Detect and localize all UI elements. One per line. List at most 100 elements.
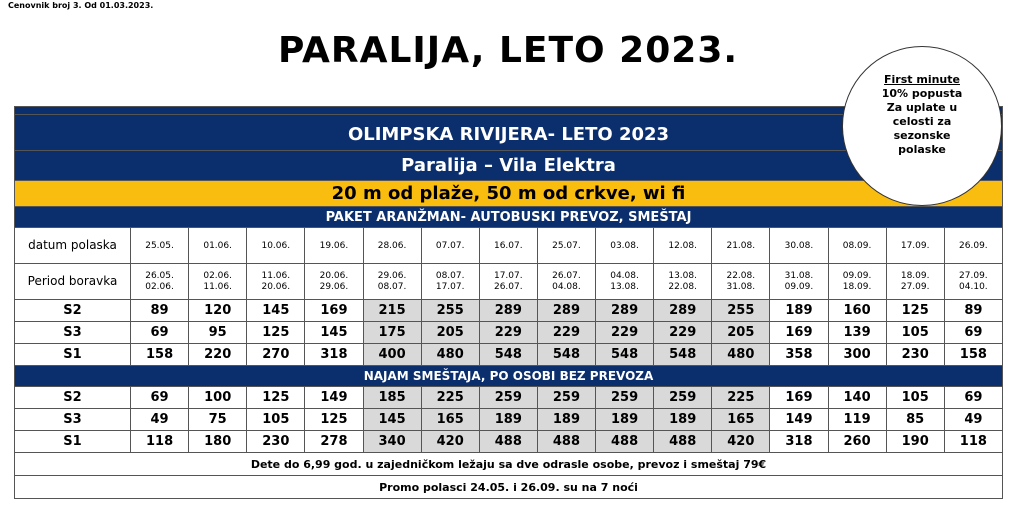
period-from: 31.08.	[784, 270, 814, 281]
price-table: datum polaska 25.05. 01.06. 10.06. 19.06. 28.…	[14, 227, 1004, 499]
period-range: 22.08. 31.08.	[711, 263, 771, 300]
departure-date: 30.08.	[769, 227, 829, 264]
rental-price-cell: 259	[594, 386, 655, 409]
rental-price-cell: 69	[943, 386, 1004, 409]
package-price-cell: 158	[943, 343, 1004, 366]
period-to: 02.06.	[145, 281, 174, 292]
period-to: 04.10.	[959, 281, 988, 292]
period-from: 11.06.	[261, 270, 291, 281]
rental-price-cell: 259	[536, 386, 597, 409]
period-to: 17.07.	[435, 281, 465, 292]
package-price-cell: 289	[536, 299, 597, 322]
package-price-cell: 289	[653, 299, 713, 322]
package-price-cell: 548	[478, 343, 538, 366]
departure-date: 28.06.	[362, 227, 422, 264]
package-price-cell: 255	[711, 299, 771, 322]
package-price-cell: 169	[304, 299, 364, 322]
period-from: 22.08.	[726, 270, 756, 281]
promo-line: polaske	[898, 143, 946, 156]
package-price-cell: 480	[711, 343, 771, 366]
package-heading: PAKET ARANŽMAN- AUTOBUSKI PREVOZ, SMEŠTA…	[14, 206, 1003, 227]
departure-date: 10.06.	[246, 227, 306, 264]
package-price-cell: 255	[420, 299, 480, 322]
rental-price-cell: 259	[653, 386, 713, 409]
room-type-label: S2	[14, 299, 131, 322]
rental-price-row: S3 49 75 105 125 145 165 189 189 189 189 165 149 119 8…	[14, 408, 1004, 431]
package-price-row: S2 89 120 145 169 215 255 289 289 289 289 255 189 160…	[14, 299, 1004, 322]
package-price-cell: 125	[246, 321, 306, 344]
room-type-label: S2	[14, 386, 131, 409]
package-price-cell: 229	[536, 321, 597, 344]
rental-price-cell: 190	[885, 430, 945, 453]
package-price-row: S3 69 95 125 145 175 205 229 229 229 229 205 169 139 1…	[14, 321, 1004, 344]
period-to: 20.06.	[261, 281, 291, 292]
package-price-row: S1 158 220 270 318 400 480 548 548 548 548 480 358 30…	[14, 343, 1004, 366]
period-range: 04.08. 13.08.	[594, 263, 655, 300]
period-from: 26.07.	[552, 270, 581, 281]
rental-heading: NAJAM SMEŠTAJA, PO OSOBI BEZ PREVOZA	[14, 365, 1003, 387]
package-price-cell: 229	[594, 321, 655, 344]
room-type-label: S1	[14, 343, 131, 366]
price-table-container: OLIMPSKA RIVIJERA- LETO 2023 Paralija – …	[14, 106, 1004, 499]
package-price-cell: 160	[827, 299, 887, 322]
package-price-cell: 145	[304, 321, 364, 344]
rental-price-cell: 125	[304, 408, 364, 431]
promo-title: First minute	[884, 73, 960, 86]
period-from: 29.06.	[377, 270, 407, 281]
rental-price-cell: 278	[304, 430, 364, 453]
package-price-cell: 300	[827, 343, 887, 366]
period-label: Period boravka	[14, 263, 131, 300]
rental-price-cell: 225	[420, 386, 480, 409]
departure-date: 25.05.	[129, 227, 190, 264]
package-price-cell: 69	[943, 321, 1004, 344]
package-price-cell: 548	[536, 343, 597, 366]
period-from: 17.07.	[493, 270, 523, 281]
period-range: 31.08. 09.09.	[769, 263, 829, 300]
period-from: 08.07.	[435, 270, 465, 281]
rental-price-cell: 420	[420, 430, 480, 453]
rental-price-cell: 488	[653, 430, 713, 453]
rental-price-cell: 69	[129, 386, 190, 409]
rental-price-cell: 420	[711, 430, 771, 453]
period-to: 31.08.	[726, 281, 756, 292]
package-price-cell: 270	[246, 343, 306, 366]
rental-price-cell: 169	[769, 386, 829, 409]
departure-row: datum polaska 25.05. 01.06. 10.06. 19.06. 28.…	[14, 227, 1004, 264]
rental-price-cell: 149	[304, 386, 364, 409]
period-range: 26.07. 04.08.	[536, 263, 597, 300]
pricelist-number: Cenovnik broj 3. Od 01.03.2023.	[8, 1, 154, 10]
period-to: 09.09.	[784, 281, 814, 292]
package-price-cell: 230	[885, 343, 945, 366]
rental-price-cell: 105	[246, 408, 306, 431]
period-from: 04.08.	[610, 270, 639, 281]
period-from: 26.05.	[145, 270, 174, 281]
period-range: 26.05. 02.06.	[129, 263, 190, 300]
page-title: PARALIJA, LETO 2023.	[277, 30, 739, 71]
period-from: 20.06.	[319, 270, 349, 281]
period-range: 18.09. 27.09.	[885, 263, 945, 300]
period-range: 20.06. 29.06.	[304, 263, 364, 300]
features-banner: 20 m od plaže, 50 m od crkve, wi fi	[14, 180, 1003, 206]
period-from: 27.09.	[959, 270, 988, 281]
package-price-cell: 175	[362, 321, 422, 344]
rental-price-cell: 140	[827, 386, 887, 409]
region-heading: OLIMPSKA RIVIJERA- LETO 2023	[14, 114, 1003, 150]
period-from: 02.06.	[203, 270, 232, 281]
departure-date: 03.08.	[594, 227, 655, 264]
package-price-cell: 158	[129, 343, 190, 366]
period-to: 08.07.	[377, 281, 407, 292]
rental-price-cell: 225	[711, 386, 771, 409]
hotel-heading: Paralija – Vila Elektra	[14, 150, 1003, 180]
rental-price-cell: 488	[594, 430, 655, 453]
period-row: Period boravka 26.05. 02.06. 02.06. 11.06. 11…	[14, 263, 1004, 300]
package-price-cell: 400	[362, 343, 422, 366]
package-price-cell: 548	[653, 343, 713, 366]
rental-price-cell: 230	[246, 430, 306, 453]
rental-price-cell: 149	[769, 408, 829, 431]
package-price-cell: 169	[769, 321, 829, 344]
rental-price-cell: 49	[943, 408, 1004, 431]
departure-date: 08.09.	[827, 227, 887, 264]
package-price-cell: 89	[943, 299, 1004, 322]
child-discount-note-row: Dete do 6,99 god. u zajedničkom ležaju s…	[14, 452, 1003, 476]
package-price-cell: 205	[711, 321, 771, 344]
